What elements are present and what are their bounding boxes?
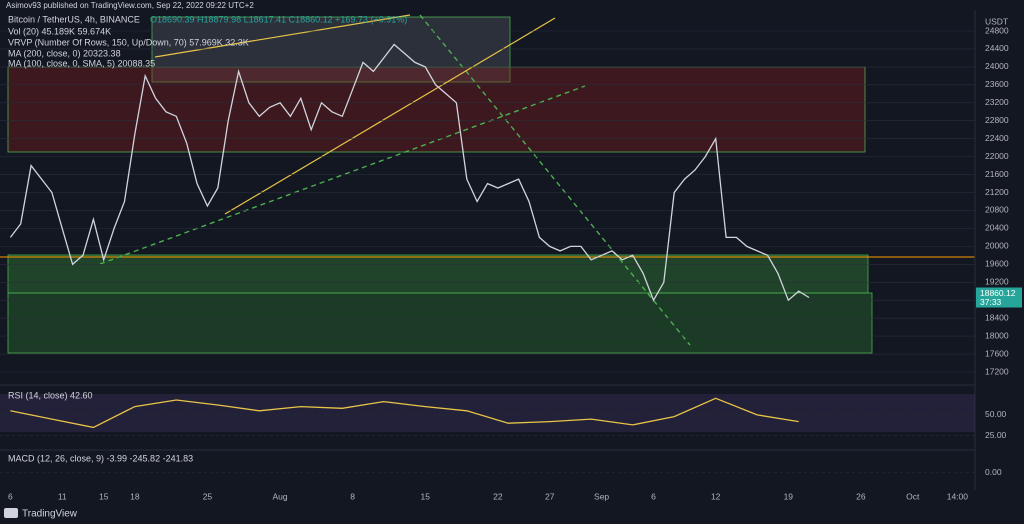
y-tick-label: 20800 xyxy=(985,205,1009,215)
y-tick-label: 24400 xyxy=(985,43,1009,53)
rsi-band xyxy=(0,394,975,432)
brand: TradingView xyxy=(22,509,78,520)
y-tick-label: 25.00 xyxy=(985,430,1007,440)
x-tick-label: Aug xyxy=(272,491,287,501)
y-tick-label: 17200 xyxy=(985,366,1009,376)
y-tick-label: 20000 xyxy=(985,241,1009,251)
x-tick-label: 15 xyxy=(421,491,431,501)
symbol: Bitcoin / TetherUS, 4h, BINANCE xyxy=(8,14,140,24)
x-tick-label: 6 xyxy=(651,491,656,501)
support-zone xyxy=(7,254,869,294)
plot xyxy=(0,30,975,473)
y-tick-label: 24000 xyxy=(985,61,1009,71)
x-tick-label: 22 xyxy=(493,491,503,501)
y-tick-label: 19600 xyxy=(985,259,1009,269)
x-tick-label: 27 xyxy=(545,491,555,501)
y-tick-label: 0.00 xyxy=(985,467,1002,477)
x-tick-label: 12 xyxy=(711,491,721,501)
y-tick-label: 21200 xyxy=(985,187,1009,197)
rsi-title: RSI (14, close) 42.60 xyxy=(8,390,93,400)
trend-line xyxy=(224,17,556,215)
x-tick-label: 25 xyxy=(203,491,213,501)
x-tick-label: 14:00 xyxy=(947,491,969,501)
x-tick-label: Sep xyxy=(594,491,609,501)
x-tick-label: 11 xyxy=(58,491,67,501)
y-tick-label: 22000 xyxy=(985,151,1009,161)
y-tick-label: 22400 xyxy=(985,133,1009,143)
price-line xyxy=(10,397,799,429)
x-tick-label: 18 xyxy=(130,491,140,501)
y-tick-label: 18000 xyxy=(985,330,1009,340)
x-tick-label: 8 xyxy=(350,491,355,501)
trend-line xyxy=(419,14,691,346)
x-tick-label: 15 xyxy=(99,491,109,501)
logo xyxy=(4,508,18,518)
x-tick-label: 26 xyxy=(856,491,866,501)
indicator: MA (200, close, 0) 20323.38 xyxy=(8,48,121,58)
published: Asimov93 published on TradingView.com, S… xyxy=(6,1,254,10)
indicator: Vol (20) 45.189K 59.674K xyxy=(8,26,111,36)
trend-line xyxy=(154,14,411,58)
y-tick-label: 20400 xyxy=(985,223,1009,233)
x-tick-label: 6 xyxy=(8,491,13,501)
y-tick-label: 19200 xyxy=(985,277,1009,287)
support-zone xyxy=(7,292,873,354)
ohlc: O18690.39 H18879.98 L18617.41 C18860.12 … xyxy=(150,14,407,24)
y-tick-label: 23600 xyxy=(985,79,1009,89)
y-tick-label: 23200 xyxy=(985,97,1009,107)
indicator: MA (100, close, 0, SMA, 5) 20088.35 xyxy=(8,58,155,68)
y-tick-label: 22800 xyxy=(985,115,1009,125)
x-tick-label: 19 xyxy=(784,491,794,501)
y-tick-label: 24800 xyxy=(985,25,1009,35)
y-tick-label: 50.00 xyxy=(985,409,1007,419)
y-tick-label: 21600 xyxy=(985,169,1009,179)
last-price: 18860.12 xyxy=(980,288,1016,298)
price-tag xyxy=(976,287,1022,308)
price-line xyxy=(9,43,810,302)
indicator: VRVP (Number Of Rows, 150, Up/Down, 70) … xyxy=(8,37,249,47)
y-tick-label: 18400 xyxy=(985,312,1009,322)
macd-title: MACD (12, 26, close, 9) -3.99 -245.82 -2… xyxy=(8,453,193,463)
countdown: 37:33 xyxy=(980,297,1002,307)
x-tick-label: Oct xyxy=(906,491,920,501)
y-tick-label: 17600 xyxy=(985,348,1009,358)
resistance-zone xyxy=(7,66,866,153)
currency: USDT xyxy=(985,16,1008,26)
